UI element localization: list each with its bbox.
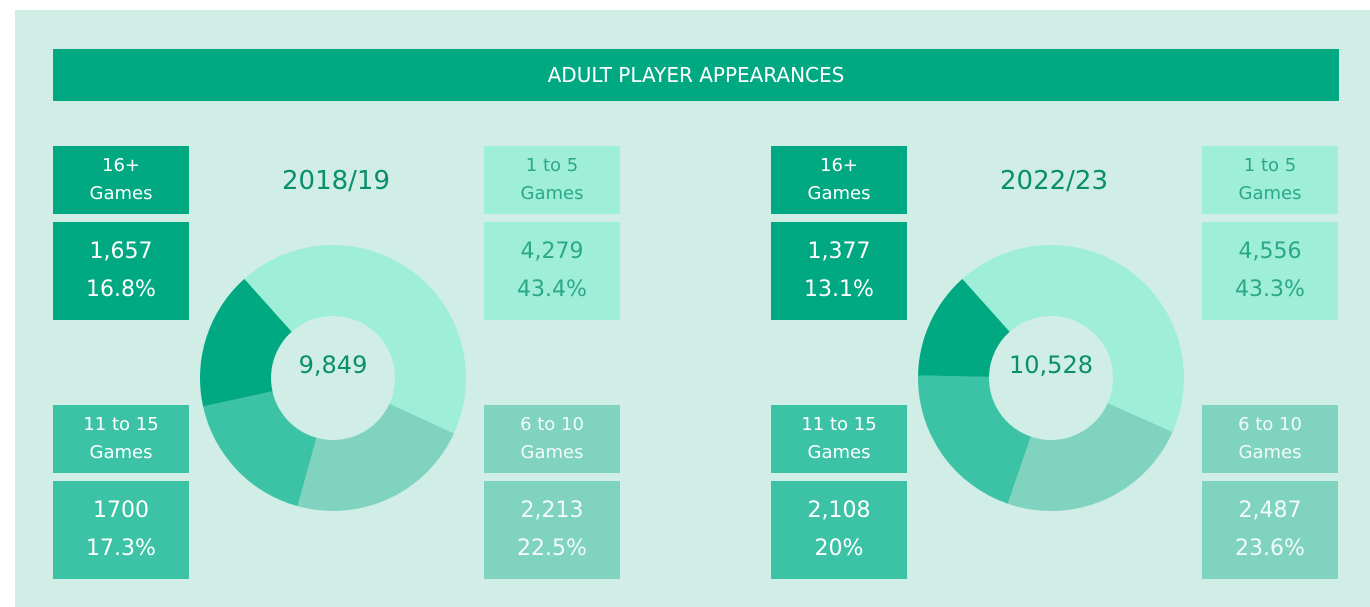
count-label: 2,213 (520, 498, 584, 523)
category-label: 1 to 5 Games (520, 155, 584, 204)
value-box: 2,108 20% (771, 481, 907, 579)
percentage-label: 16.8% (86, 277, 156, 302)
category-box: 16+ Games (53, 146, 189, 214)
percentage-label: 22.5% (517, 536, 587, 561)
banner-title: ADULT PLAYER APPEARANCES (53, 49, 1339, 101)
donut-slice (297, 403, 454, 511)
value-box: 1,377 13.1% (771, 222, 907, 320)
category-box: 16+ Games (771, 146, 907, 214)
count-label: 1,377 (807, 239, 871, 264)
category-label: 6 to 10 Games (520, 414, 584, 463)
value-box: 4,556 43.3% (1202, 222, 1338, 320)
percentage-label: 20% (814, 536, 864, 561)
chart-title: 2022/23 (999, 166, 1109, 196)
total-label: 10,528 (1009, 351, 1093, 379)
donut-slice (203, 391, 317, 507)
value-box: 4,279 43.4% (484, 222, 620, 320)
value-box: 2,487 23.6% (1202, 481, 1338, 579)
category-box: 1 to 5 Games (1202, 146, 1338, 214)
percentage-label: 13.1% (804, 277, 874, 302)
value-box: 2,213 22.5% (484, 481, 620, 579)
category-label: 1 to 5 Games (1238, 155, 1302, 204)
category-label: 6 to 10 Games (1238, 414, 1302, 463)
percentage-label: 43.4% (517, 277, 587, 302)
category-label: 16+ Games (89, 155, 153, 204)
value-box: 1700 17.3% (53, 481, 189, 579)
percentage-label: 43.3% (1235, 277, 1305, 302)
category-box: 11 to 15 Games (771, 405, 907, 473)
chart-title: 2018/19 (281, 166, 391, 196)
donut-slice (917, 375, 1031, 504)
total-label: 9,849 (299, 351, 368, 379)
value-box: 1,657 16.8% (53, 222, 189, 320)
count-label: 2,487 (1238, 498, 1302, 523)
category-box: 6 to 10 Games (1202, 405, 1338, 473)
donut-slice (200, 278, 292, 407)
category-label: 11 to 15 Games (801, 414, 877, 463)
donut-slice (962, 244, 1185, 433)
count-label: 1,657 (89, 239, 153, 264)
percentage-label: 23.6% (1235, 536, 1305, 561)
category-label: 16+ Games (807, 155, 871, 204)
donut-slice (1007, 403, 1173, 512)
count-label: 1700 (93, 498, 149, 523)
category-box: 11 to 15 Games (53, 405, 189, 473)
donut-slice (918, 278, 1010, 377)
count-label: 2,108 (807, 498, 871, 523)
count-label: 4,556 (1238, 239, 1302, 264)
category-box: 1 to 5 Games (484, 146, 620, 214)
percentage-label: 17.3% (86, 536, 156, 561)
count-label: 4,279 (520, 239, 584, 264)
category-label: 11 to 15 Games (83, 414, 159, 463)
donut-slice (244, 245, 467, 434)
category-box: 6 to 10 Games (484, 405, 620, 473)
